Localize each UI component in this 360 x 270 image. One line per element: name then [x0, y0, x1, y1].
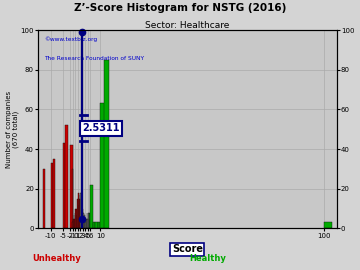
- Bar: [86, 218, 87, 228]
- Bar: [75, 212, 76, 228]
- Text: Unhealthy: Unhealthy: [32, 254, 81, 263]
- Title: Sector: Healthcare: Sector: Healthcare: [145, 21, 230, 30]
- Text: ©www.textbiz.org: ©www.textbiz.org: [44, 36, 97, 42]
- Bar: [83, 212, 84, 228]
- Bar: [80, 193, 81, 228]
- Bar: [76, 209, 77, 228]
- Bar: [71, 145, 73, 228]
- Bar: [85, 222, 86, 228]
- Bar: [53, 159, 55, 228]
- Text: Healthy: Healthy: [189, 254, 226, 263]
- Text: The Research Foundation of SUNY: The Research Foundation of SUNY: [44, 56, 144, 61]
- Bar: [77, 199, 78, 228]
- Bar: [66, 125, 68, 228]
- Bar: [84, 215, 85, 228]
- Y-axis label: Number of companies
(670 total): Number of companies (670 total): [5, 91, 19, 168]
- Bar: [43, 169, 45, 228]
- Bar: [78, 205, 79, 228]
- Bar: [88, 212, 89, 228]
- Bar: [95, 222, 98, 228]
- Bar: [93, 222, 95, 228]
- Bar: [87, 218, 88, 228]
- Bar: [89, 212, 90, 228]
- Bar: [104, 60, 109, 228]
- Text: Z’-Score Histogram for NSTG (2016): Z’-Score Histogram for NSTG (2016): [74, 3, 286, 13]
- Bar: [72, 169, 73, 228]
- Bar: [74, 218, 75, 228]
- Bar: [50, 163, 53, 228]
- Bar: [324, 222, 332, 228]
- Text: 2.5311: 2.5311: [82, 123, 120, 133]
- Bar: [81, 199, 82, 228]
- Bar: [73, 215, 74, 228]
- Bar: [82, 209, 83, 228]
- X-axis label: Score: Score: [172, 244, 203, 254]
- Bar: [79, 199, 80, 228]
- Bar: [100, 103, 105, 228]
- Bar: [63, 143, 65, 228]
- Bar: [72, 222, 73, 228]
- Bar: [90, 185, 93, 228]
- Bar: [98, 222, 100, 228]
